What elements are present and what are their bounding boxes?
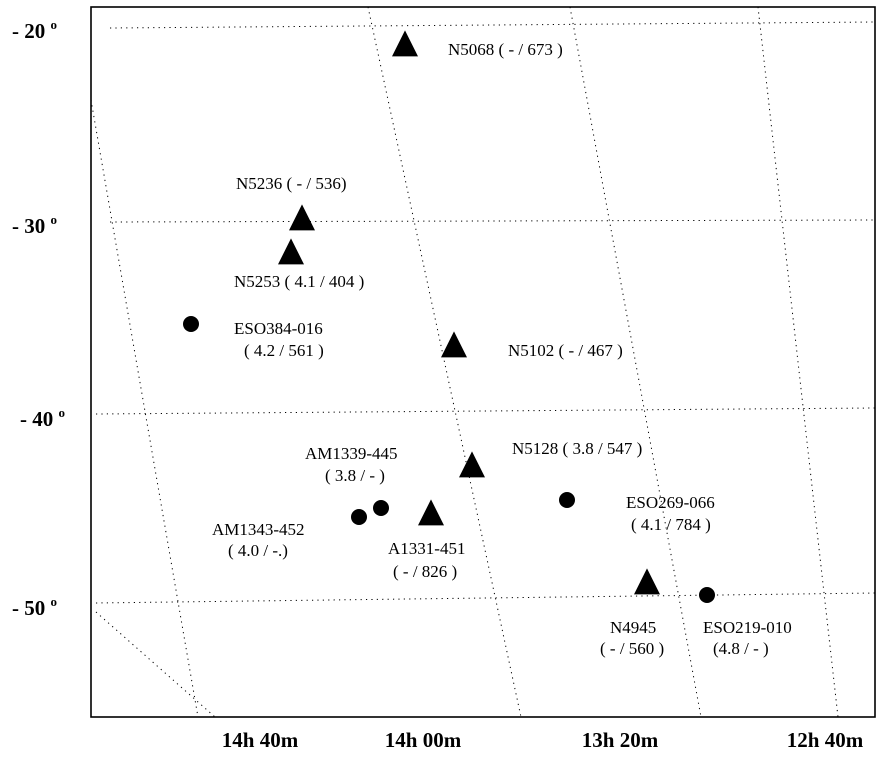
triangle-marker bbox=[418, 499, 444, 526]
object-label: N5068 ( - / 673 ) bbox=[448, 40, 563, 59]
object-labels: N5068 ( - / 673 ) N5236 ( - / 536) N5253 (… bbox=[212, 40, 792, 658]
object-label: ( - / 560 ) bbox=[600, 639, 664, 658]
ra-grid-line bbox=[757, 6, 839, 718]
circle-marker bbox=[699, 587, 715, 603]
object-label: (4.8 / - ) bbox=[713, 639, 769, 658]
x-tick-label: 14h 00m bbox=[385, 728, 462, 752]
circle-marker bbox=[351, 509, 367, 525]
plot-frame bbox=[90, 6, 876, 718]
ra-grid-line bbox=[90, 99, 199, 718]
triangle-marker bbox=[441, 331, 467, 358]
object-label: N5253 ( 4.1 / 404 ) bbox=[234, 272, 364, 291]
y-tick-label: - 20 o bbox=[12, 17, 57, 43]
object-label: N4945 bbox=[610, 618, 656, 637]
ra-grid-line bbox=[569, 6, 702, 718]
dec-grid-line bbox=[109, 21, 876, 29]
object-label: ESO269-066 bbox=[626, 493, 715, 512]
coordinate-grid bbox=[90, 6, 876, 718]
object-markers bbox=[183, 30, 715, 603]
axis-tick-labels: 14h 40m 14h 00m 13h 20m 12h 40m - 20 o - 30 o… bbox=[12, 17, 864, 752]
object-label: N5128 ( 3.8 / 547 ) bbox=[512, 439, 642, 458]
y-tick-label: - 30 o bbox=[12, 212, 57, 238]
triangle-marker bbox=[278, 238, 304, 265]
object-label: AM1343-452 bbox=[212, 520, 305, 539]
object-label: A1331-451 bbox=[388, 539, 465, 558]
dec-grid-line bbox=[95, 592, 876, 604]
y-tick-label: - 50 o bbox=[12, 594, 57, 620]
x-tick-label: 14h 40m bbox=[222, 728, 299, 752]
triangle-marker bbox=[459, 451, 485, 478]
ra-grid-line bbox=[367, 6, 522, 718]
y-tick-label: - 40 o bbox=[20, 405, 65, 431]
x-tick-label: 13h 20m bbox=[582, 728, 659, 752]
circle-marker bbox=[373, 500, 389, 516]
object-label: ( - / 826 ) bbox=[393, 562, 457, 581]
circle-marker bbox=[183, 316, 199, 332]
object-label: ESO384-016 bbox=[234, 319, 323, 338]
object-label: AM1339-445 bbox=[305, 444, 398, 463]
x-tick-label: 12h 40m bbox=[787, 728, 864, 752]
object-label: N5102 ( - / 467 ) bbox=[508, 341, 623, 360]
object-label: N5236 ( - / 536) bbox=[236, 174, 346, 193]
circle-marker bbox=[559, 492, 575, 508]
object-label: ( 4.0 / -.) bbox=[228, 541, 288, 560]
triangle-marker bbox=[634, 568, 660, 595]
object-label: ( 4.1 / 784 ) bbox=[631, 515, 711, 534]
object-label: ESO219-010 bbox=[703, 618, 792, 637]
dec-grid-line bbox=[95, 407, 876, 415]
ra-grid-line bbox=[95, 611, 216, 718]
triangle-marker bbox=[289, 204, 315, 231]
object-label: ( 3.8 / - ) bbox=[325, 466, 385, 485]
object-label: ( 4.2 / 561 ) bbox=[244, 341, 324, 360]
triangle-marker bbox=[392, 30, 418, 57]
dec-grid-line bbox=[109, 219, 876, 223]
